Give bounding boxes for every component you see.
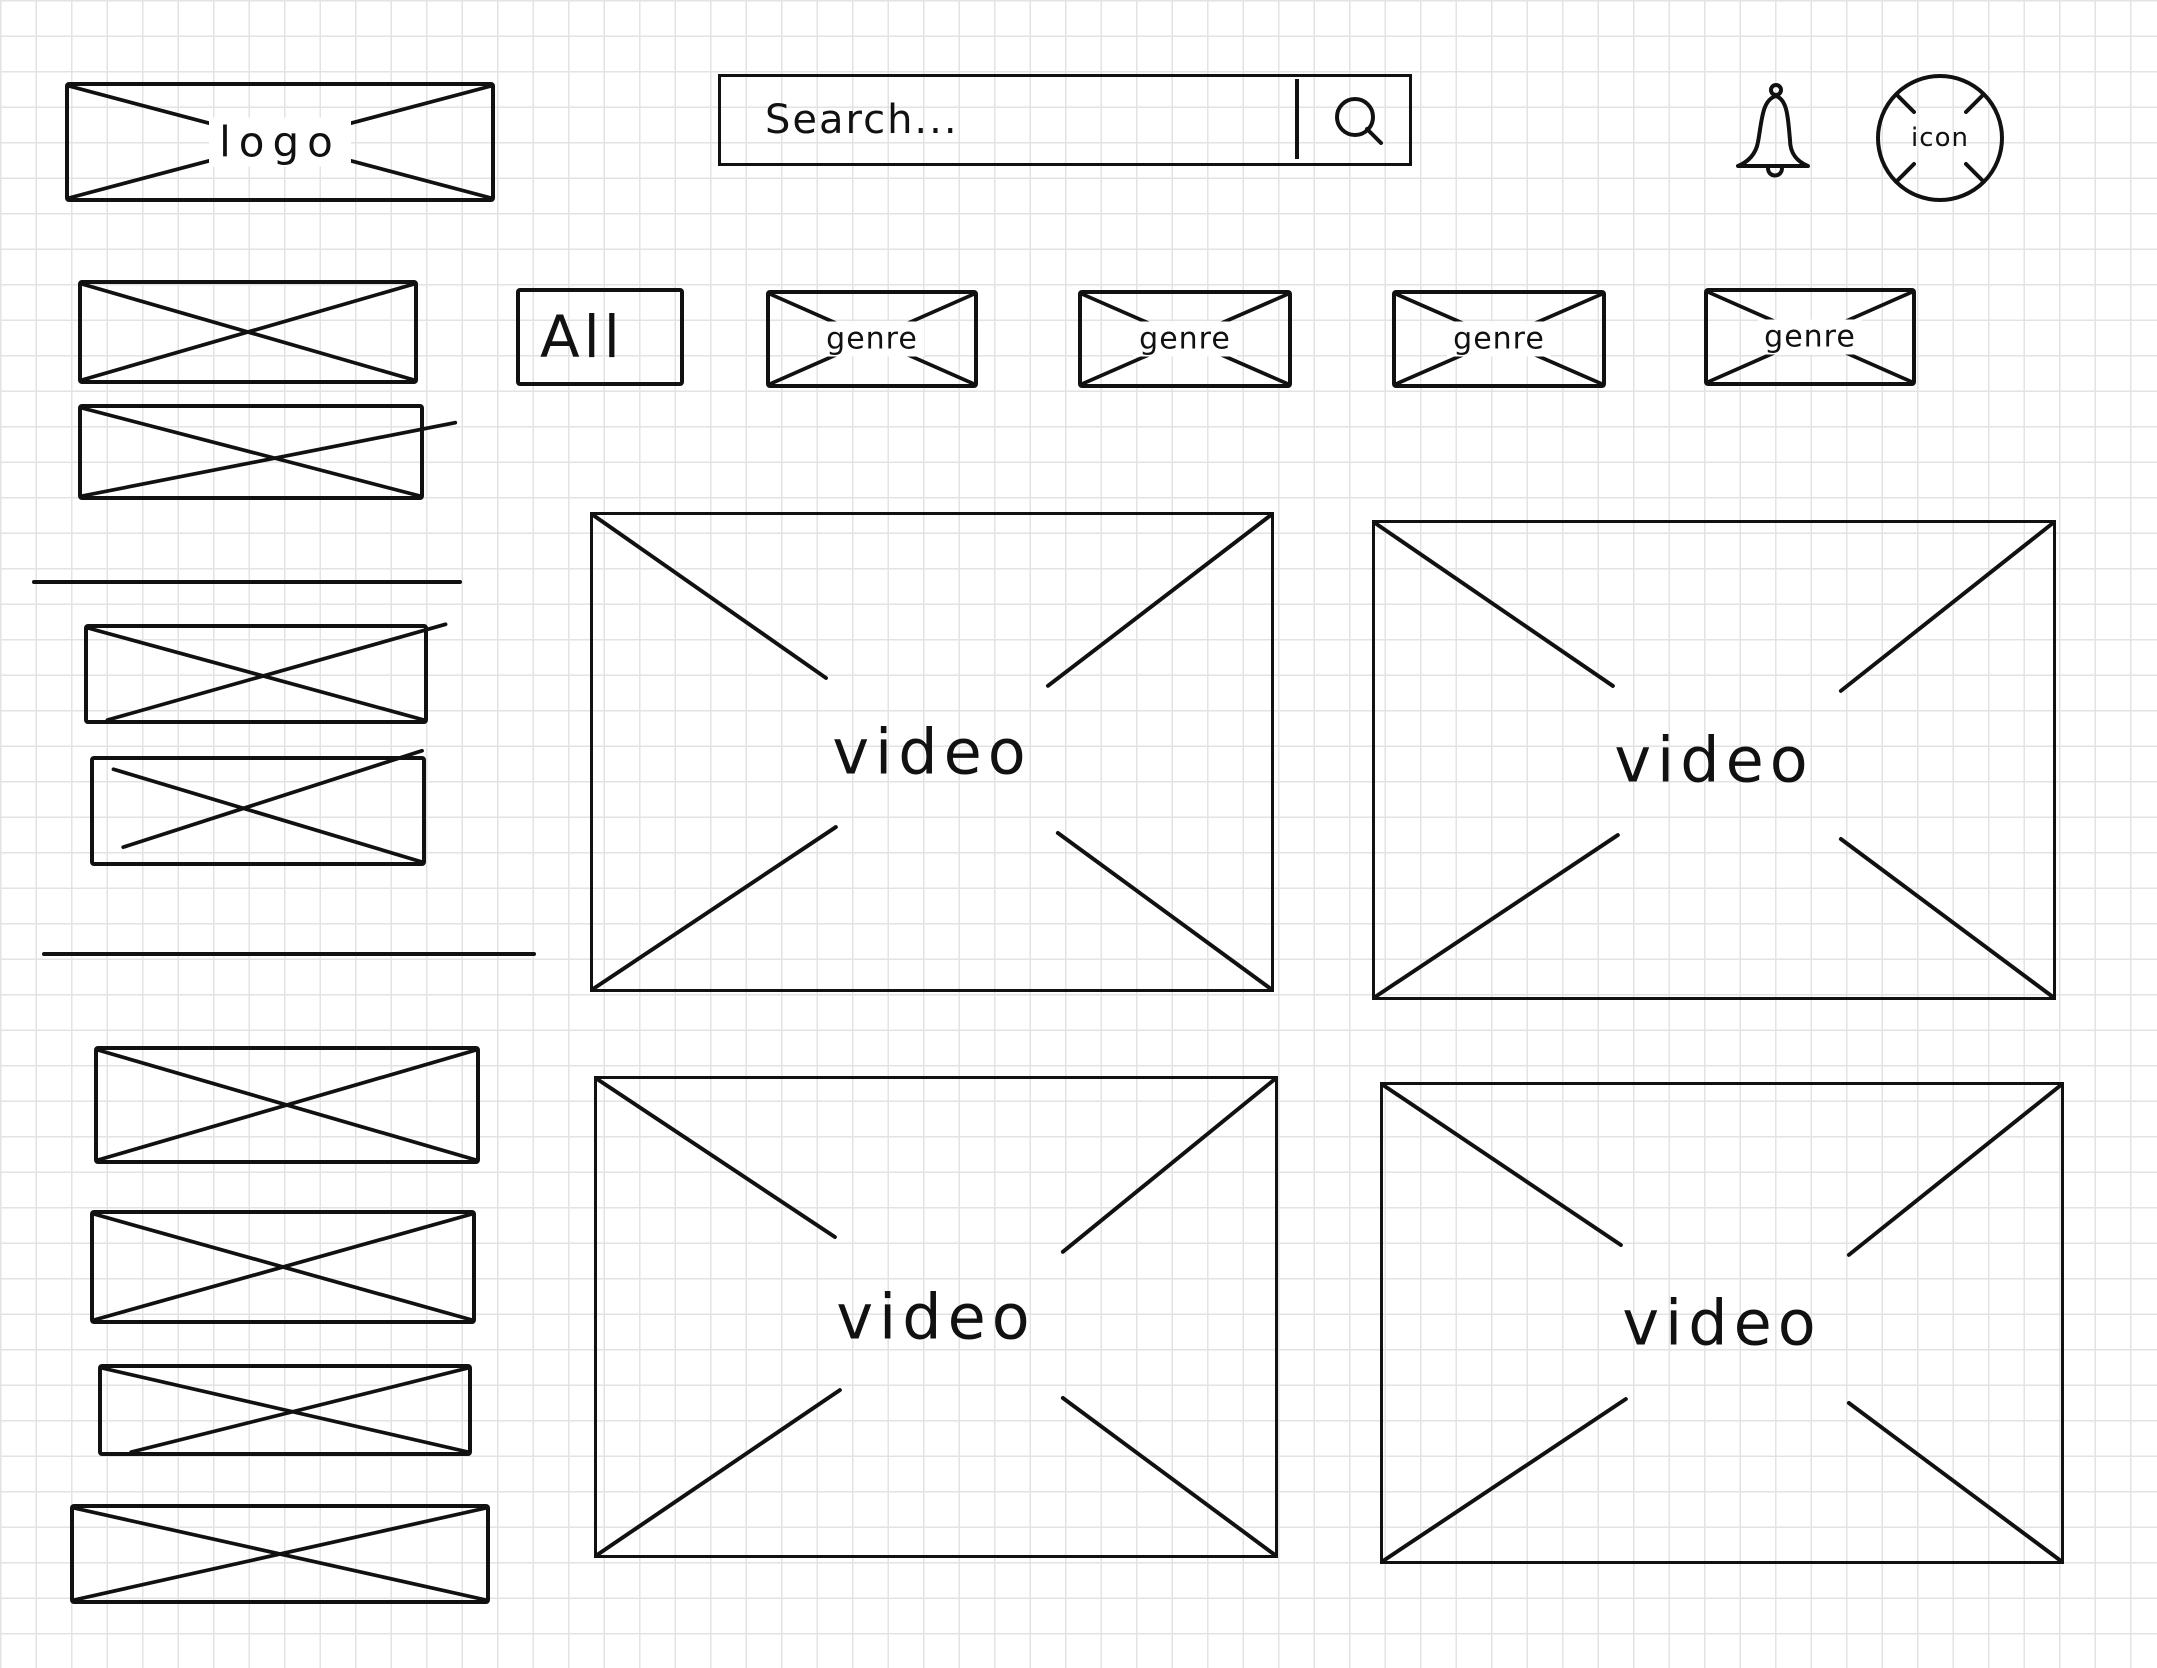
avatar-text: icon — [1911, 123, 1969, 153]
avatar[interactable]: icon — [1876, 74, 2004, 202]
sidebar-divider — [42, 952, 536, 956]
sidebar-item[interactable] — [70, 1504, 490, 1604]
notifications-button[interactable] — [1728, 82, 1818, 182]
filter-chip-label: genre — [820, 321, 924, 357]
filter-chip-all[interactable]: All — [516, 288, 684, 386]
search-input[interactable] — [721, 77, 1291, 163]
sidebar-item[interactable] — [78, 280, 418, 384]
sidebar-item[interactable] — [90, 1210, 476, 1324]
sidebar-item[interactable] — [78, 404, 458, 500]
search-icon — [1335, 97, 1383, 145]
sidebar-item[interactable] — [98, 1364, 472, 1456]
search-button[interactable] — [1307, 77, 1407, 163]
search-divider — [1295, 79, 1299, 159]
search-bar[interactable] — [718, 74, 1412, 166]
filter-chip-label: genre — [1447, 321, 1551, 357]
video-card[interactable]: video — [1380, 1082, 2064, 1564]
video-label: video — [836, 1280, 1036, 1354]
sidebar-item[interactable] — [84, 622, 448, 724]
filter-chip-genre[interactable]: genre — [1078, 290, 1292, 388]
filter-chip-all-label: All — [540, 303, 624, 371]
bell-icon — [1736, 83, 1810, 178]
sidebar-item[interactable] — [94, 1046, 480, 1164]
filter-chip-label: genre — [1133, 321, 1237, 357]
filter-chip-genre[interactable]: genre — [1392, 290, 1606, 388]
filter-chip-label: genre — [1758, 319, 1862, 355]
logo[interactable]: logo — [65, 82, 495, 202]
video-card[interactable]: video — [590, 512, 1274, 992]
video-card[interactable]: video — [594, 1076, 1278, 1558]
video-label: video — [1622, 1286, 1822, 1360]
sidebar-divider — [32, 580, 462, 584]
video-label: video — [1614, 723, 1814, 797]
filter-chip-genre[interactable]: genre — [766, 290, 978, 388]
logo-text: logo — [209, 117, 351, 167]
sidebar-item[interactable] — [90, 748, 426, 866]
video-card[interactable]: video — [1372, 520, 2056, 1000]
filter-chip-genre[interactable]: genre — [1704, 288, 1916, 386]
video-label: video — [832, 715, 1032, 789]
